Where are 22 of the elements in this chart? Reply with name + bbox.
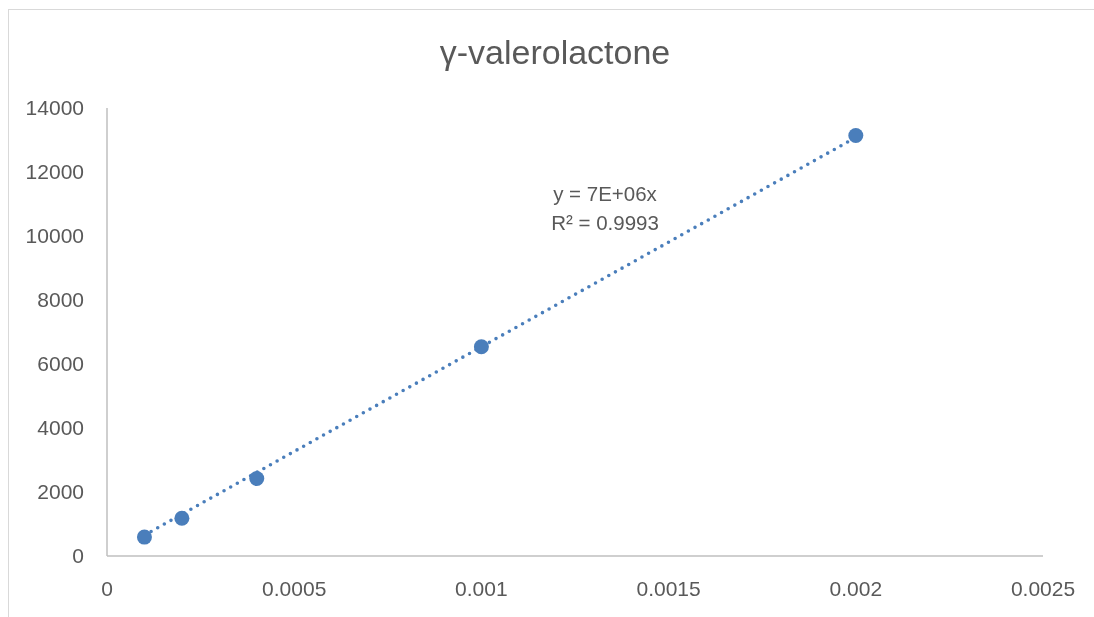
y-tick-label: 0 bbox=[72, 544, 84, 568]
y-tick-label: 10000 bbox=[25, 224, 84, 248]
y-tick-label: 4000 bbox=[37, 416, 84, 440]
x-tick-label: 0.0015 bbox=[636, 577, 701, 601]
x-tick-label: 0.002 bbox=[829, 577, 883, 601]
point bbox=[473, 339, 489, 355]
y-tick-label: 2000 bbox=[37, 480, 84, 504]
point bbox=[249, 471, 265, 487]
x-tick-label: 0.0025 bbox=[1010, 577, 1076, 601]
y-tick-label: 8000 bbox=[37, 288, 84, 312]
x-tick-label: 0 bbox=[101, 577, 113, 601]
point bbox=[848, 128, 864, 144]
x-tick-label: 0.0005 bbox=[262, 577, 327, 601]
point bbox=[136, 529, 152, 545]
annotation: R² = 0.9993 bbox=[551, 211, 659, 235]
point bbox=[174, 510, 190, 526]
x-tick-label: 0.001 bbox=[455, 577, 508, 601]
y-tick-label: 14000 bbox=[25, 96, 84, 120]
y-tick-label: 12000 bbox=[25, 160, 84, 184]
chart-title: γ-valerolactone bbox=[439, 33, 671, 71]
y-tick-label: 6000 bbox=[37, 352, 84, 376]
annotation: y = 7E+06x bbox=[553, 182, 658, 206]
